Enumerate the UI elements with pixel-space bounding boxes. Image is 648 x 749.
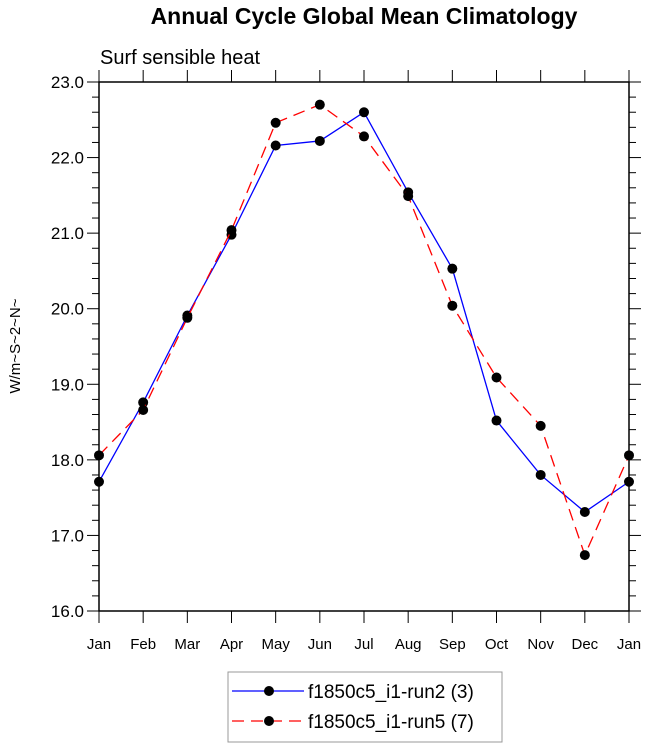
axes: 16.0 17.0 18.0 19.0 20.0 21.0 22.0 23.0 Jan Feb Ma… (51, 70, 641, 653)
data-point (182, 312, 193, 323)
data-point (447, 300, 458, 311)
series-line-1 (98, 111, 630, 513)
data-point (491, 415, 502, 426)
data-point (535, 469, 546, 480)
y-tick-label: 23.0 (51, 73, 84, 92)
x-tick-label: Dec (571, 636, 598, 653)
data-point (359, 107, 369, 118)
data-point (579, 550, 590, 561)
legend-label: f1850c5_i1-run5 (7) (308, 712, 474, 733)
legend-marker (264, 686, 274, 696)
plot-frame (98, 81, 630, 612)
y-axis-label: W/m~S~2~N~ (7, 298, 24, 393)
y-tick-label: 16.0 (51, 602, 84, 621)
legend-marker (264, 716, 274, 726)
data-point (491, 372, 502, 383)
data-point (403, 191, 414, 202)
data-point (226, 225, 237, 236)
y-tick-label: 22.0 (51, 149, 84, 168)
chart-subtitle: Surf sensible heat (100, 47, 261, 69)
x-tick-label: Nov (527, 636, 554, 653)
x-tick-label: May (261, 636, 290, 653)
y-tick-label: 19.0 (51, 375, 84, 394)
data-point (579, 507, 590, 518)
y-tick-label: 21.0 (51, 224, 84, 243)
chart-title: Annual Cycle Global Mean Climatology (151, 3, 578, 29)
data-point (138, 404, 149, 415)
data-point (535, 420, 546, 431)
x-tick-label: Mar (174, 636, 200, 653)
x-tick-label: Oct (485, 636, 509, 653)
x-tick-label: Feb (130, 636, 156, 653)
x-tick-label: Jul (354, 636, 373, 653)
series-group (94, 99, 634, 561)
series-line-2 (98, 103, 630, 557)
x-tick-label: Jan (617, 636, 641, 653)
x-tick-label: Sep (439, 636, 466, 653)
x-tick-label: Jun (308, 636, 332, 653)
legend-box (227, 671, 503, 743)
data-point (270, 117, 281, 128)
x-tick-label: Aug (395, 636, 422, 653)
legend-label: f1850c5_i1-run2 (3) (308, 682, 474, 703)
y-tick-label: 20.0 (51, 300, 84, 319)
data-point (314, 99, 325, 110)
data-point (447, 263, 458, 274)
x-tick-label: Apr (220, 636, 243, 653)
data-point (270, 140, 281, 151)
data-point (314, 135, 325, 146)
legend: f1850c5_i1-run2 (3) f1850c5_i1-run5 (7) (232, 682, 474, 733)
y-tick-label: 18.0 (51, 451, 84, 470)
y-tick-label: 17.0 (51, 526, 84, 545)
data-point (359, 131, 369, 142)
x-tick-label: Jan (87, 636, 111, 653)
